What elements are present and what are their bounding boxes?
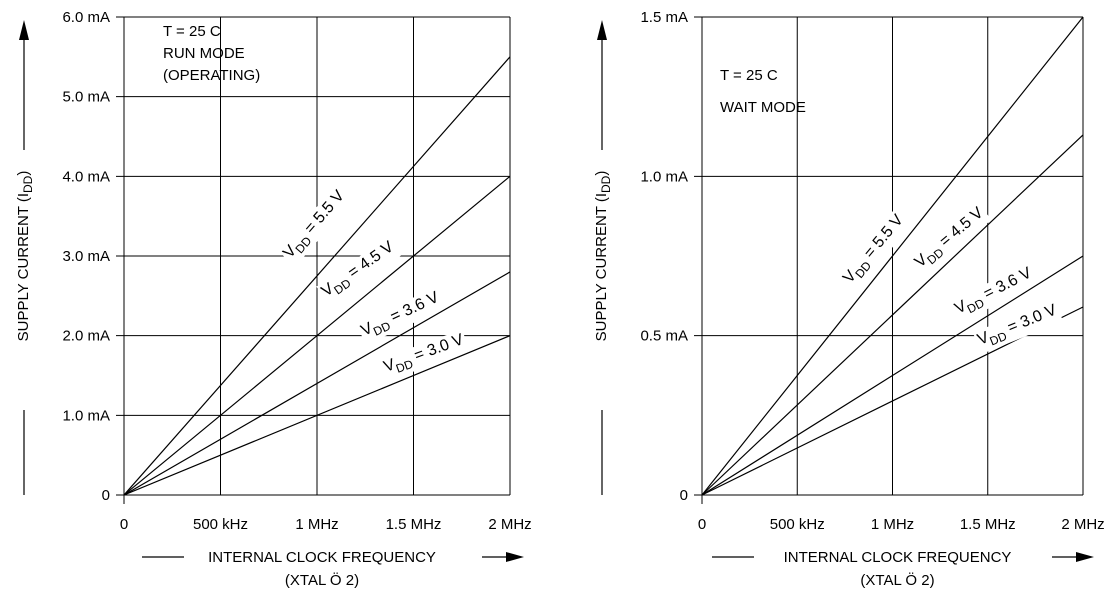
series-label-bg: [379, 329, 470, 382]
y-axis-label-open: (: [593, 197, 610, 206]
x-axis-sublabel: (XTAL Ö 2): [860, 571, 934, 589]
series-label-bg: [356, 286, 446, 346]
y-axis-label-text: SUPPLY CURRENT (IDD): [15, 171, 35, 342]
x-axis-sublabel: (XTAL Ö 2): [285, 571, 359, 589]
y-tick-label: 1.0 mA: [640, 168, 688, 185]
y-axis-label: SUPPLY CURRENT (IDD): [15, 171, 35, 342]
series-label-bg: [972, 299, 1064, 355]
series-label-bg: [949, 262, 1039, 323]
series-label-sub: DD: [394, 357, 415, 376]
x-tick-label: 1.5 MHz: [960, 516, 1016, 533]
y-axis-label-symbol: I: [593, 193, 610, 197]
series-label-bg: [316, 236, 402, 306]
series-label-2: VDD = 4.5 V: [909, 202, 992, 277]
x-axis-label: INTERNAL CLOCK FREQUENCY: [208, 549, 436, 566]
y-tick-label: 4.0 mA: [62, 168, 110, 185]
y-axis-label-text: SUPPLY CURRENT (IDD): [593, 171, 613, 342]
y-tick-label: 3.0 mA: [62, 248, 110, 265]
x-axis-label: INTERNAL CLOCK FREQUENCY: [784, 549, 1012, 566]
series-line-4: [123, 335, 511, 496]
series-line-1: [123, 56, 511, 496]
y-tick-label: 0.5 mA: [640, 328, 688, 345]
y-tick-label: 0: [102, 487, 110, 504]
series-line-3: [123, 271, 511, 496]
annotation-line: WAIT MODE: [720, 99, 806, 116]
x-tick-label: 2 MHz: [1061, 516, 1104, 533]
y-tick-label: 1.5 mA: [640, 9, 688, 26]
x-axis-arrow-head: [1076, 552, 1094, 562]
y-tick-label: 6.0 mA: [62, 9, 110, 26]
annotation-line: (OPERATING): [163, 67, 260, 84]
series-label-sub: DD: [371, 319, 393, 339]
chart-panel-2: 0 500 kHz 1 MHz 1.5 MHz 2 MHz 0 0.5 mA 1.0 mA 1.…: [593, 9, 1105, 589]
series-line-3: [701, 255, 1084, 496]
series-label-2: VDD = 4.5 V: [316, 236, 402, 306]
x-tick-label: 1.5 MHz: [386, 516, 442, 533]
series-label-sub: DD: [988, 329, 1010, 349]
chart-panel-1: 0 500 kHz 1 MHz 1.5 MHz 2 MHz 0 1.0 mA 2.0 mA 3.…: [15, 9, 532, 589]
grid: [116, 16, 511, 504]
x-tick-label: 1 MHz: [871, 516, 914, 533]
y-axis-label-close: ): [15, 171, 32, 176]
y-axis-label-open: (: [15, 197, 32, 206]
series-label-text: VDD = 5.5 V: [280, 187, 351, 264]
series-line-2: [123, 175, 511, 496]
x-axis-arrow-head: [506, 552, 524, 562]
y-axis-label: SUPPLY CURRENT (IDD): [593, 171, 613, 342]
y-axis-label-symbol-sub: DD: [599, 175, 613, 193]
series-line-1: [701, 16, 1084, 496]
y-axis-label-close: ): [593, 171, 610, 176]
x-tick-label: 500 kHz: [770, 516, 825, 533]
series-label-4: VDD = 3.0 V: [379, 329, 470, 382]
y-axis-label-main: SUPPLY CURRENT: [593, 206, 610, 341]
x-tick-label: 500 kHz: [193, 516, 248, 533]
x-tick-label: 2 MHz: [488, 516, 531, 533]
series-label-text: VDD = 4.5 V: [319, 238, 400, 303]
series-label-bg: [909, 202, 992, 277]
series-line-2: [701, 134, 1084, 496]
y-tick-label: 1.0 mA: [62, 407, 110, 424]
y-axis-label-main: SUPPLY CURRENT: [15, 206, 32, 341]
y-tick-label: 5.0 mA: [62, 89, 110, 106]
y-tick-label: 2.0 mA: [62, 328, 110, 345]
y-axis-arrow-head: [19, 20, 29, 40]
series-label-1: VDD = 5.5 V: [837, 209, 913, 292]
x-tick-label: 0: [120, 516, 128, 533]
x-tick-label: 0: [698, 516, 706, 533]
annotation-line: T = 25 C: [720, 67, 778, 84]
y-tick-label: 0: [680, 487, 688, 504]
annotation-line: RUN MODE: [163, 45, 245, 62]
series-label-3: VDD = 3.6 V: [356, 286, 446, 346]
y-axis-arrow-head: [597, 20, 607, 40]
series-label-bg: [278, 184, 354, 267]
series-label-text: VDD = 4.5 V: [912, 204, 990, 274]
annotation-line: T = 25 C: [163, 23, 221, 40]
y-axis-label-symbol-sub: DD: [21, 175, 35, 193]
y-axis-label-symbol: I: [15, 193, 32, 197]
x-tick-label: 1 MHz: [295, 516, 338, 533]
series-label-bg: [837, 209, 913, 292]
series-label-1: VDD = 5.5 V: [278, 184, 354, 267]
